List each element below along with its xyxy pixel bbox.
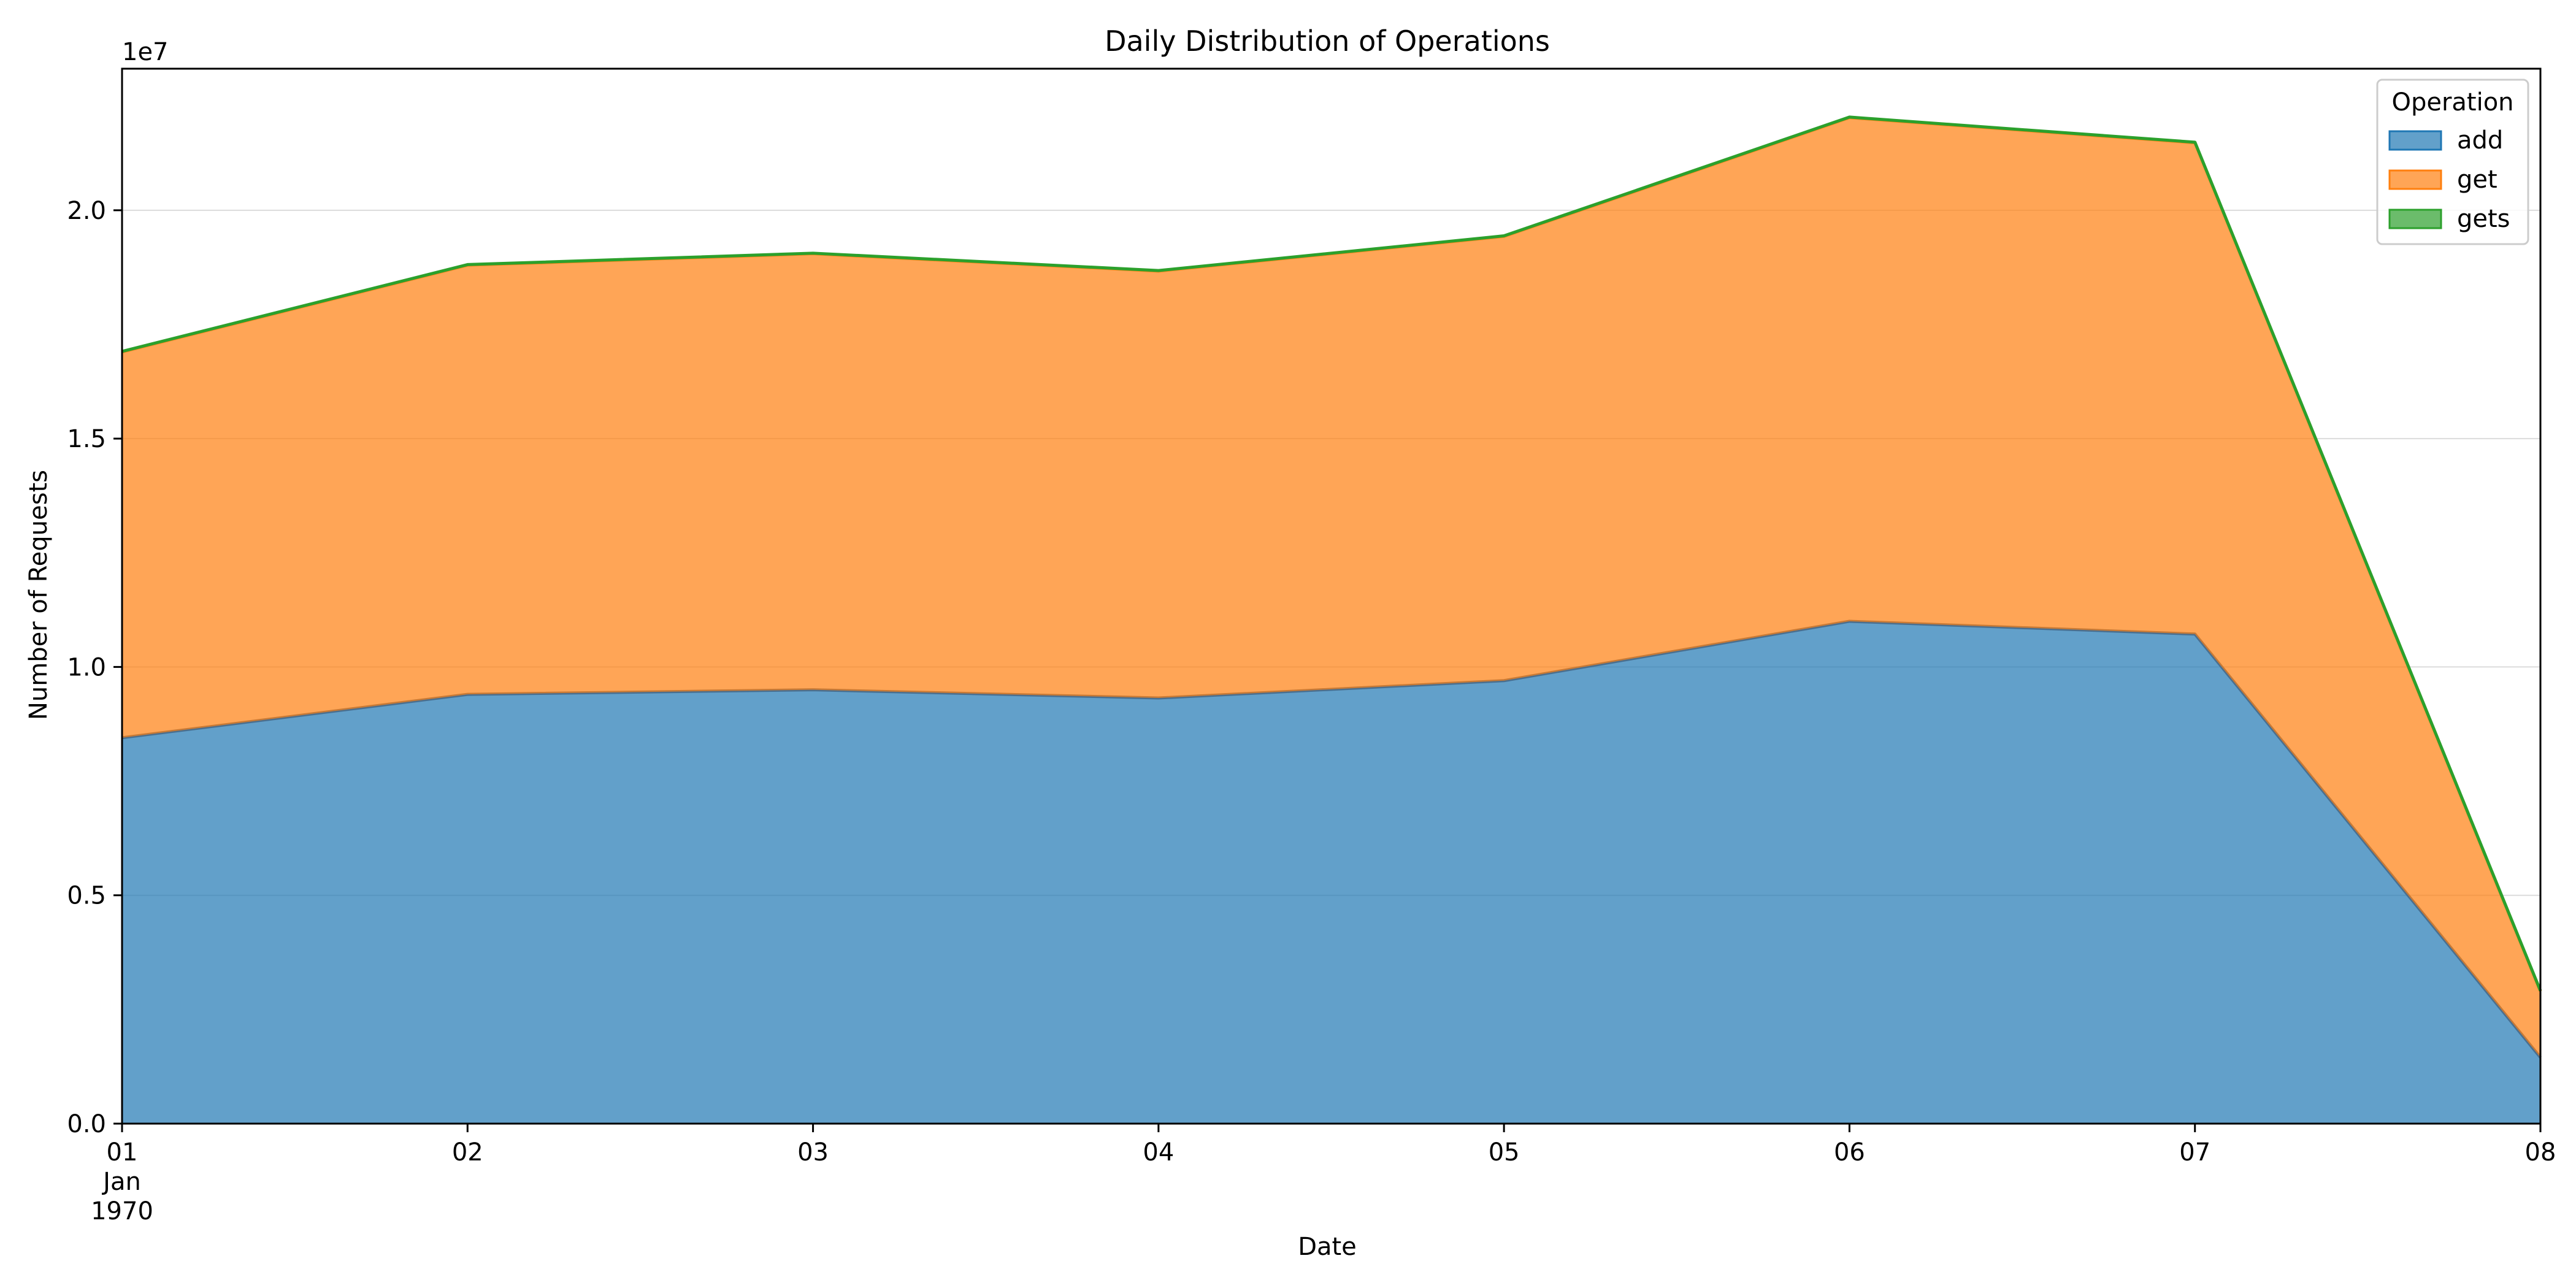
legend-swatch-get <box>2388 169 2442 190</box>
y-tick-label: 1.5 <box>67 425 106 453</box>
x-axis-label: Date <box>1298 1233 1357 1261</box>
y-tick-label: 0.5 <box>67 882 106 910</box>
plot-areas <box>121 115 2542 1124</box>
legend-swatch-gets <box>2388 209 2442 229</box>
y-tick-label: 2.0 <box>67 197 106 225</box>
x-tick-label: 03 <box>797 1138 829 1167</box>
legend-label-get: get <box>2457 166 2497 194</box>
x-tick-label: 01 <box>107 1138 138 1167</box>
x-tick-label: 07 <box>2179 1138 2210 1167</box>
area-add <box>122 621 2540 1124</box>
legend-box <box>2376 79 2529 245</box>
y-tick-label: 1.0 <box>67 653 106 681</box>
legend-title: Operation <box>2391 88 2513 117</box>
x-tick-label: 05 <box>1489 1138 1520 1167</box>
x-tick-label: 08 <box>2525 1138 2556 1167</box>
line-gets <box>121 115 2542 992</box>
legend-label-add: add <box>2457 126 2503 155</box>
x-tick-label: 06 <box>1834 1138 1865 1167</box>
chart-title: Daily Distribution of Operations <box>1105 25 1550 58</box>
legend: Operation add get gets <box>2376 79 2529 245</box>
plot-frame <box>121 67 2542 1125</box>
x-tick-label: 04 <box>1143 1138 1174 1167</box>
x-tick-sublabel: Jan <box>101 1168 141 1196</box>
legend-label-gets: gets <box>2457 205 2510 233</box>
y-tick-label: 0.0 <box>67 1110 106 1138</box>
x-tick-sublabel: 1970 <box>91 1197 153 1225</box>
legend-swatch-add <box>2388 130 2442 151</box>
y-axis-label: Number of Requests <box>25 470 53 720</box>
area-get <box>122 117 2540 1058</box>
y-scale-multiplier: 1e7 <box>122 38 169 66</box>
x-tick-label: 02 <box>452 1138 483 1167</box>
